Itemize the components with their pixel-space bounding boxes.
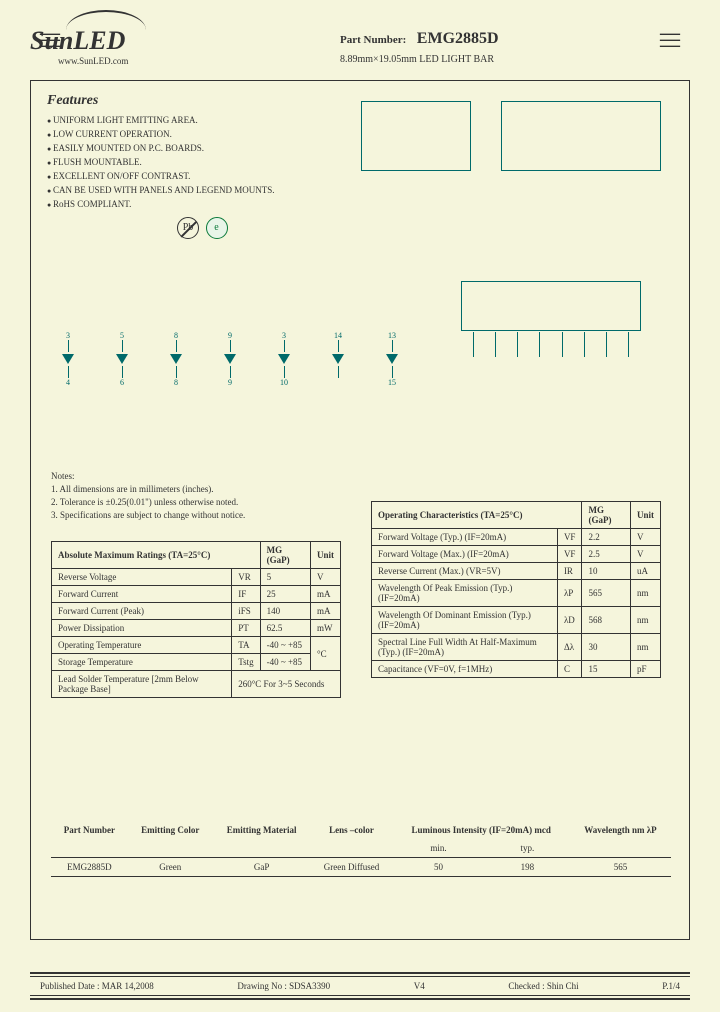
notes-heading: Notes: (51, 471, 245, 481)
led-symbol: 310 (277, 331, 291, 387)
note-item: 2. Tolerance is ±0.25(0.01") unless othe… (51, 497, 245, 507)
footer-pub: Published Date : MAR 14,2008 (40, 981, 154, 991)
led-symbol: 1315 (385, 331, 399, 387)
footer: Published Date : MAR 14,2008 Drawing No … (30, 972, 690, 1000)
dim-box-1 (361, 101, 471, 171)
dim-box-2 (501, 101, 661, 171)
rohs-icon: e (206, 217, 228, 239)
led-symbol: 56 (115, 331, 129, 387)
led-schematic: 34 56 88 99 310 14 1315 (61, 331, 399, 387)
abs-max-table: Absolute Maximum Ratings (TA=25°C)MG (Ga… (51, 541, 341, 698)
cert-icons: Pb e (177, 217, 673, 239)
part-summary-table: Part NumberEmitting ColorEmitting Materi… (51, 821, 671, 877)
header: SunLED www.SunLED.com Part Number: EMG28… (0, 0, 720, 80)
decor-left: ——— (40, 30, 60, 48)
feature-item: CAN BE USED WITH PANELS AND LEGEND MOUNT… (47, 185, 673, 195)
footer-pg: P.1/4 (662, 981, 680, 991)
footer-draw: Drawing No : SDSA3390 (237, 981, 330, 991)
notes: Notes: 1. All dimensions are in millimet… (51, 471, 245, 523)
product-subtitle: 8.89mm×19.05mm LED LIGHT BAR (340, 54, 499, 65)
led-symbol: 88 (169, 331, 183, 387)
feature-item: RoHS COMPLIANT. (47, 199, 673, 209)
main-content: Features UNIFORM LIGHT EMITTING AREA. LO… (30, 80, 690, 940)
footer-ver: V4 (414, 981, 425, 991)
brand-url: www.SunLED.com (58, 56, 200, 66)
part-number-area: Part Number: EMG2885D 8.89mm×19.05mm LED… (340, 30, 499, 65)
pin-diagram (461, 281, 641, 331)
footer-chk: Checked : Shin Chi (508, 981, 578, 991)
feature-item: EXCELLENT ON/OFF CONTRAST. (47, 171, 673, 181)
decor-right: ——— (660, 30, 680, 48)
led-symbol: 99 (223, 331, 237, 387)
led-symbol: 14 (331, 331, 345, 387)
led-symbol: 34 (61, 331, 75, 387)
operating-char-table: Operating Characteristics (TA=25°C)MG (G… (371, 501, 661, 678)
dimension-diagrams (361, 101, 661, 171)
pb-free-icon: Pb (177, 217, 199, 239)
note-item: 3. Specifications are subject to change … (51, 510, 245, 520)
part-number: EMG2885D (417, 30, 499, 47)
note-item: 1. All dimensions are in millimeters (in… (51, 484, 245, 494)
part-label: Part Number: (340, 34, 406, 46)
